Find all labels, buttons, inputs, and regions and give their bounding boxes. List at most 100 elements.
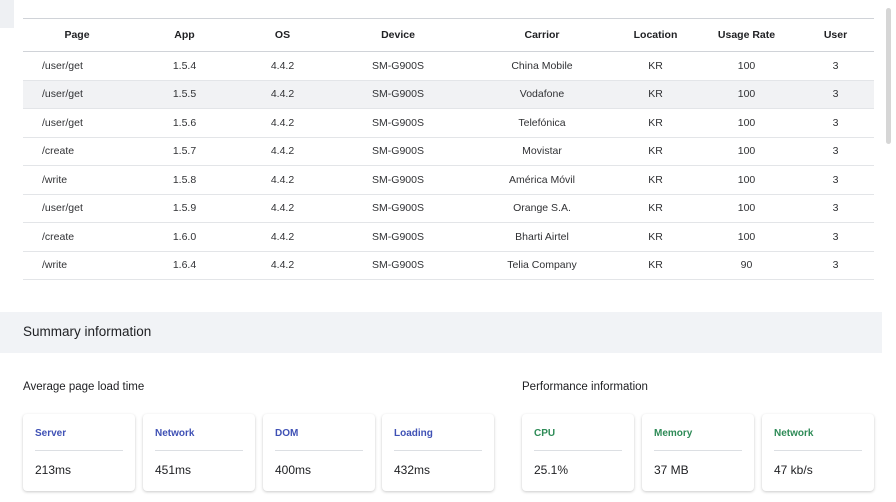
cell-device: SM-G900S xyxy=(372,59,424,72)
cell-location: KR xyxy=(648,259,663,272)
column-header-os[interactable]: OS xyxy=(274,29,291,41)
cell-location: KR xyxy=(648,145,663,158)
cell-app: 1.5.9 xyxy=(172,202,197,215)
table-row[interactable]: /user/get 1.5.9 4.4.2 SM-G900S Orange S.… xyxy=(23,194,874,223)
card-value: 47 kb/s xyxy=(774,463,813,477)
summary-title: Summary information xyxy=(23,324,152,339)
cell-device: SM-G900S xyxy=(372,116,424,129)
load-time-card-server: Server 213ms xyxy=(23,414,135,491)
card-value: 25.1% xyxy=(534,463,569,477)
card-label: Network xyxy=(155,428,195,439)
card-divider xyxy=(394,450,482,451)
performance-card-network: Network 47 kb/s xyxy=(762,414,874,491)
cell-app: 1.5.4 xyxy=(172,59,197,72)
card-divider xyxy=(654,450,742,451)
cell-carrier: Orange S.A. xyxy=(513,202,571,215)
card-value: 432ms xyxy=(394,463,431,477)
cell-usage-rate: 90 xyxy=(740,259,753,272)
cell-location: KR xyxy=(648,202,663,215)
table-row[interactable]: /write 1.6.4 4.4.2 SM-G900S Telia Compan… xyxy=(23,251,874,280)
scrollbar[interactable] xyxy=(882,0,896,502)
card-value: 213ms xyxy=(35,463,72,477)
cell-carrier: Bharti Airtel xyxy=(515,230,569,243)
table-row[interactable]: /create 1.5.7 4.4.2 SM-G900S Movistar KR… xyxy=(23,137,874,166)
cell-page: /user/get xyxy=(42,59,83,72)
cell-usage-rate: 100 xyxy=(737,116,756,129)
table-row[interactable]: /user/get 1.5.5 4.4.2 SM-G900S Vodafone … xyxy=(23,80,874,109)
cell-device: SM-G900S xyxy=(372,230,424,243)
cell-carrier: Telia Company xyxy=(507,259,577,272)
cell-device: SM-G900S xyxy=(372,173,424,186)
cell-location: KR xyxy=(648,116,663,129)
cell-os: 4.4.2 xyxy=(270,88,295,101)
performance-card-cpu: CPU 25.1% xyxy=(522,414,634,491)
cell-usage-rate: 100 xyxy=(737,202,756,215)
performance-info-title: Performance information xyxy=(522,381,648,393)
column-header-carrier[interactable]: Carrior xyxy=(524,29,560,41)
table-row[interactable]: /write 1.5.8 4.4.2 SM-G900S América Móvi… xyxy=(23,166,874,194)
cell-user: 3 xyxy=(832,202,839,215)
cell-usage-rate: 100 xyxy=(737,88,756,101)
cell-user: 3 xyxy=(832,145,839,158)
cell-device: SM-G900S xyxy=(372,145,424,158)
card-label: Loading xyxy=(394,428,433,439)
cell-os: 4.4.2 xyxy=(270,230,295,243)
table-row[interactable]: /user/get 1.5.4 4.4.2 SM-G900S China Mob… xyxy=(23,52,874,80)
cell-os: 4.4.2 xyxy=(270,145,295,158)
card-value: 451ms xyxy=(155,463,192,477)
table-row[interactable]: /user/get 1.5.6 4.4.2 SM-G900S Telefónic… xyxy=(23,109,874,137)
cell-carrier: Movistar xyxy=(522,145,562,158)
cell-user: 3 xyxy=(832,173,839,186)
cell-usage-rate: 100 xyxy=(737,59,756,72)
card-label: Memory xyxy=(654,428,693,439)
cell-user: 3 xyxy=(832,230,839,243)
cell-device: SM-G900S xyxy=(372,259,424,272)
cell-app: 1.6.0 xyxy=(172,230,197,243)
card-label: CPU xyxy=(534,428,556,439)
column-header-device[interactable]: Device xyxy=(381,29,415,41)
page-load-time-title: Average page load time xyxy=(23,381,145,393)
table-row[interactable]: /create 1.6.0 4.4.2 SM-G900S Bharti Airt… xyxy=(23,223,874,251)
column-header-location[interactable]: Location xyxy=(633,29,678,41)
load-time-card-network: Network 451ms xyxy=(143,414,255,491)
usage-table-container: Page App OS Device Carrior Location Usag… xyxy=(23,18,874,280)
usage-table: Page App OS Device Carrior Location Usag… xyxy=(23,18,874,280)
cell-os: 4.4.2 xyxy=(270,116,295,129)
card-divider xyxy=(275,450,363,451)
cell-app: 1.5.5 xyxy=(172,88,197,101)
card-divider xyxy=(155,450,243,451)
top-sliver xyxy=(0,0,14,28)
load-time-card-loading: Loading 432ms xyxy=(382,414,494,491)
cell-carrier: Telefónica xyxy=(518,116,566,129)
scrollbar-thumb[interactable] xyxy=(886,8,891,144)
cell-carrier: Vodafone xyxy=(519,88,565,101)
cell-os: 4.4.2 xyxy=(270,202,295,215)
cell-location: KR xyxy=(648,88,663,101)
cell-location: KR xyxy=(648,230,663,243)
cell-usage-rate: 100 xyxy=(737,145,756,158)
cell-app: 1.5.6 xyxy=(172,116,197,129)
card-value: 400ms xyxy=(275,463,312,477)
column-header-page[interactable]: Page xyxy=(64,29,90,41)
column-header-user[interactable]: User xyxy=(823,29,848,41)
cell-page: /create xyxy=(42,230,75,243)
table-header-row: Page App OS Device Carrior Location Usag… xyxy=(23,18,874,52)
cell-user: 3 xyxy=(832,116,839,129)
cell-os: 4.4.2 xyxy=(270,59,295,72)
cell-device: SM-G900S xyxy=(372,88,424,101)
cell-app: 1.6.4 xyxy=(172,259,197,272)
cell-page: /write xyxy=(42,173,68,186)
cell-location: KR xyxy=(648,173,663,186)
column-header-app[interactable]: App xyxy=(174,29,195,41)
load-time-card-dom: DOM 400ms xyxy=(263,414,375,491)
cell-page: /user/get xyxy=(42,88,83,101)
cell-user: 3 xyxy=(832,88,839,101)
cell-user: 3 xyxy=(832,259,839,272)
cell-page: /create xyxy=(42,145,75,158)
card-divider xyxy=(774,450,862,451)
cell-os: 4.4.2 xyxy=(270,259,295,272)
cell-page: /write xyxy=(42,259,68,272)
cell-page: /user/get xyxy=(42,116,83,129)
cell-location: KR xyxy=(648,59,663,72)
column-header-usage-rate[interactable]: Usage Rate xyxy=(717,29,776,41)
